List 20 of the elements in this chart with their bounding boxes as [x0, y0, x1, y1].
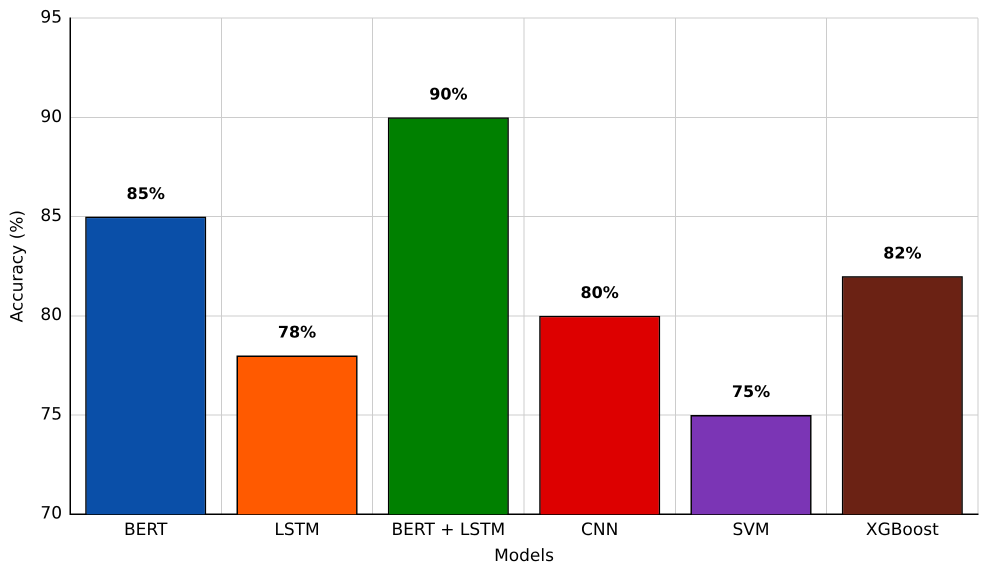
y-tick-label: 80 [40, 305, 62, 326]
x-tick-label: LSTM [274, 520, 320, 540]
data-label: 78% [278, 322, 316, 342]
y-tick-label: 85 [40, 206, 62, 226]
x-axis-title: Models [494, 546, 554, 566]
y-tick-label: 75 [40, 404, 62, 424]
data-label: 85% [126, 184, 165, 203]
data-label: 90% [429, 84, 468, 104]
x-tick-label: BERT + LSTM [391, 520, 506, 540]
data-label: 75% [732, 382, 770, 402]
y-tick-label: 95 [40, 8, 62, 28]
y-axis-title: Accuracy (%) [8, 210, 28, 322]
data-label: 82% [883, 243, 922, 262]
x-tick-label: XGBoost [866, 520, 940, 540]
x-tick-label: CNN [581, 520, 618, 540]
x-tick-label: BERT [124, 520, 168, 540]
x-tick-label: SVM [732, 520, 770, 540]
data-label: 80% [580, 282, 619, 302]
y-tick-label: 70 [40, 504, 62, 524]
y-tick-label: 90 [40, 106, 62, 127]
